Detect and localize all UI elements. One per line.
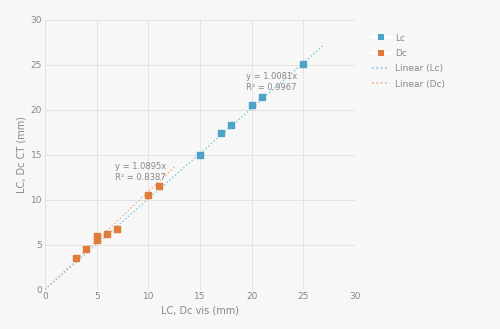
- Point: [154, 184, 162, 189]
- Point: [300, 61, 308, 66]
- Point: [103, 231, 111, 237]
- Point: [114, 227, 122, 232]
- Point: [72, 255, 80, 261]
- Point: [82, 246, 90, 252]
- Y-axis label: LC, Dc CT (mm): LC, Dc CT (mm): [16, 116, 26, 193]
- Point: [258, 94, 266, 100]
- Point: [196, 152, 204, 157]
- Point: [92, 238, 100, 243]
- Legend: Lc, Dc, Linear (Lc), Linear (Dc): Lc, Dc, Linear (Lc), Linear (Dc): [370, 31, 448, 91]
- Point: [227, 122, 235, 128]
- Point: [144, 192, 152, 198]
- Point: [248, 103, 256, 108]
- Point: [92, 233, 100, 238]
- X-axis label: LC, Dc vis (mm): LC, Dc vis (mm): [161, 305, 239, 316]
- Text: y = 1.0895x
R² = 0.8387: y = 1.0895x R² = 0.8387: [116, 162, 166, 182]
- Text: y = 1.0081x
R² = 0.9967: y = 1.0081x R² = 0.9967: [246, 72, 298, 92]
- Point: [216, 130, 224, 136]
